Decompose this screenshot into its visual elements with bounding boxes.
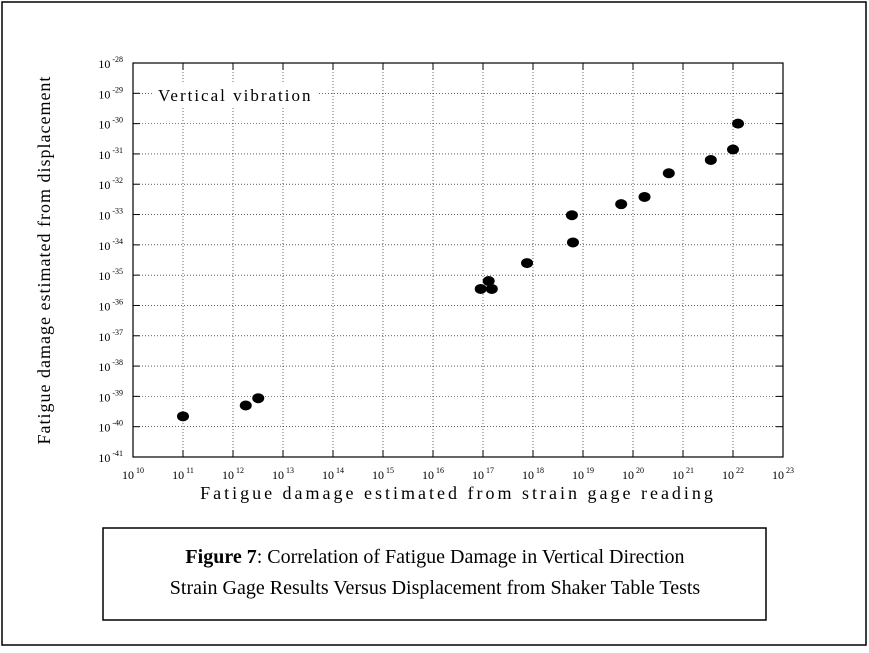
data-point: [566, 237, 579, 248]
data-point: [565, 210, 578, 221]
tick-label: 10 -31: [98, 146, 123, 162]
annotation: Vertical vibration: [158, 86, 313, 105]
y-axis-label: Fatigue damage estimated from displaceme…: [34, 76, 54, 445]
data-point: [252, 393, 265, 404]
tick-label: 10 22: [722, 466, 744, 482]
plot-frame: [132, 62, 784, 458]
plot-area: 10 10 10 11 10 12 10 13 10 14 10 15 10 16 10 17 10 18 10 19…: [98, 55, 794, 482]
caption-box: [102, 527, 767, 621]
data-point: [474, 283, 487, 294]
tick-label: 10 -35: [98, 267, 123, 283]
data-point: [732, 118, 745, 129]
data-point: [727, 144, 739, 155]
tick-label: 10 17: [472, 466, 494, 482]
caption-text: : Correlation of Fatigue Damage in Verti…: [257, 546, 685, 568]
tick-label: 10 11: [172, 466, 194, 482]
tick-label: 10 21: [672, 466, 694, 482]
tick-label: 10 -34: [98, 237, 123, 253]
tick-label: 10 19: [572, 466, 594, 482]
caption-line: Strain Gage Results Versus Displacement …: [170, 577, 701, 599]
tick-label: 10 -39: [98, 388, 123, 404]
tick-label: 10 -38: [98, 358, 123, 374]
tick-label: 10 20: [622, 466, 644, 482]
figure-label: Figure 7: [185, 546, 256, 568]
tick-label: 10 -37: [98, 328, 123, 344]
data-point: [485, 283, 498, 294]
tick-label: 10 -40: [98, 419, 123, 435]
annotation-background: [152, 83, 319, 108]
data-point: [638, 191, 651, 202]
data-point: [239, 400, 252, 411]
tick-label: 10 10: [122, 466, 144, 482]
x-axis-label: Fatigue damage estimated from strain gag…: [200, 483, 716, 503]
tick-label: 10 13: [272, 466, 294, 482]
data-point: [704, 155, 717, 166]
tick-label: 10 -36: [98, 297, 123, 313]
data-point: [482, 276, 495, 287]
data-point: [615, 199, 628, 210]
data-point: [177, 411, 189, 422]
data-point: [662, 168, 675, 179]
data-point: [521, 258, 534, 269]
tick-label: 10 23: [772, 466, 794, 482]
tick-label: 10 -30: [98, 116, 123, 132]
tick-label: 10 -32: [98, 176, 123, 192]
tick-label: 10 12: [222, 466, 244, 482]
tick-label: 10 18: [522, 466, 544, 482]
caption: Figure 7: Correlation of Fatigue Damage …: [185, 546, 684, 568]
tick-label: 10 14: [322, 466, 344, 482]
tick-label: 10 15: [372, 466, 394, 482]
tick-label: 10 -28: [98, 55, 123, 71]
tick-label: 10 -33: [98, 207, 123, 223]
tick-label: 10 -29: [98, 85, 123, 101]
tick-label: 10 16: [422, 466, 444, 482]
tick-label: 10 -41: [98, 449, 123, 465]
